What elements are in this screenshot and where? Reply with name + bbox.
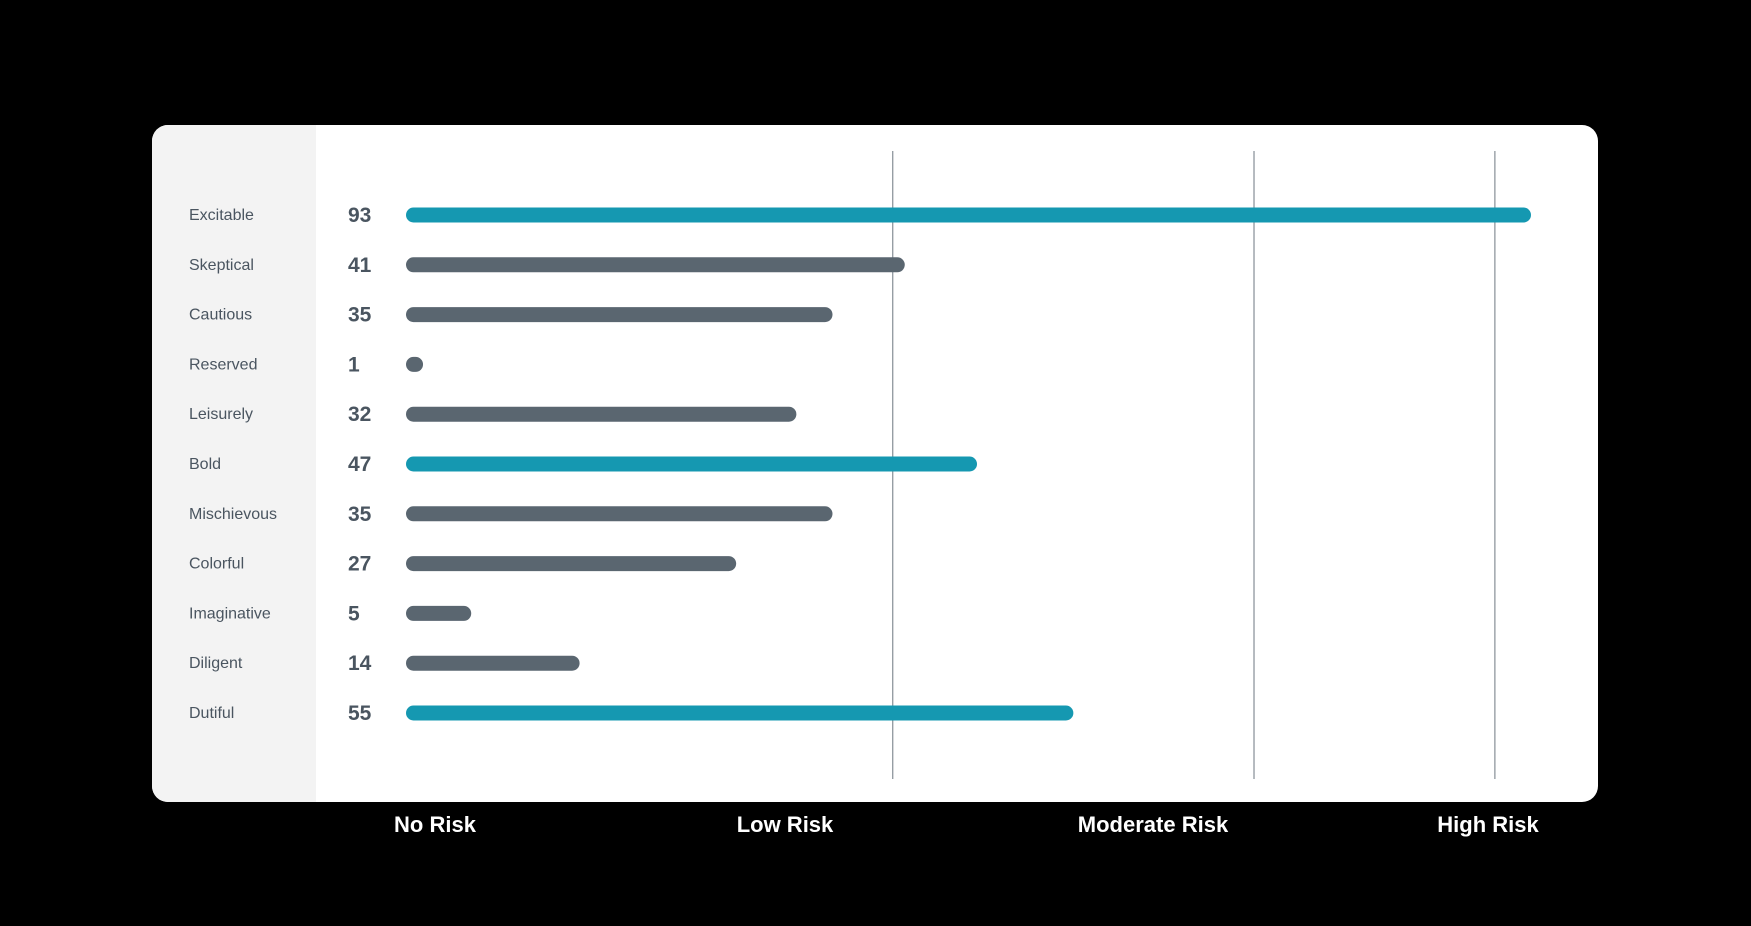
bar-mischievous	[406, 506, 833, 522]
category-label: Cautious	[189, 307, 252, 324]
value-label: 1	[348, 353, 360, 376]
category-label: Imaginative	[189, 605, 271, 622]
risk-level-label: High Risk	[1437, 812, 1539, 837]
value-label: 14	[348, 652, 372, 675]
bar-excitable	[406, 207, 1531, 223]
category-label: Bold	[189, 456, 221, 473]
bar-bold	[406, 456, 978, 472]
bar-cautious	[406, 307, 833, 323]
risk-level-label: Low Risk	[737, 812, 834, 837]
bar-imaginative	[406, 605, 472, 621]
category-label: Diligent	[189, 655, 243, 672]
value-label: 27	[348, 553, 371, 576]
category-label: Skeptical	[189, 257, 254, 274]
risk-level-label: Moderate Risk	[1078, 812, 1229, 837]
category-label-panel	[152, 125, 316, 802]
category-label: Excitable	[189, 207, 254, 224]
bar-diligent	[406, 655, 580, 671]
category-label: Reserved	[189, 356, 257, 373]
value-label: 41	[348, 254, 372, 277]
value-label: 55	[348, 702, 372, 725]
category-label: Dutiful	[189, 705, 234, 722]
value-label: 47	[348, 453, 371, 476]
category-label: Colorful	[189, 556, 244, 573]
bar-colorful	[406, 556, 737, 572]
bar-skeptical	[406, 257, 905, 273]
value-label: 35	[348, 503, 372, 526]
value-label: 32	[348, 403, 371, 426]
category-label: Mischievous	[189, 506, 277, 523]
value-label: 93	[348, 204, 371, 227]
risk-level-label: No Risk	[394, 812, 477, 837]
bar-leisurely	[406, 406, 797, 422]
value-label: 35	[348, 304, 372, 327]
bar-dutiful	[406, 705, 1074, 721]
category-label: Leisurely	[189, 406, 253, 423]
bar-reserved	[406, 356, 424, 372]
value-label: 5	[348, 602, 360, 625]
